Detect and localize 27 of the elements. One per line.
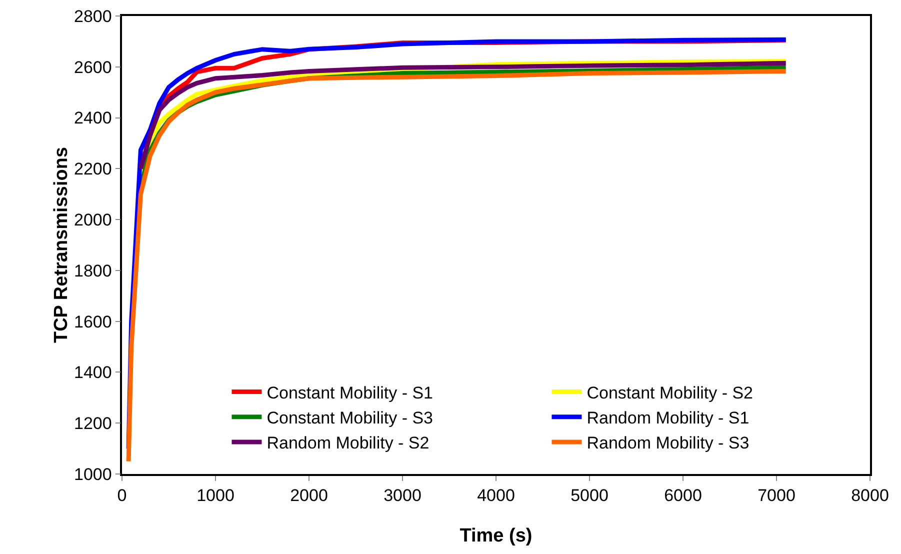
legend-label: Random Mobility - S1 [586, 408, 750, 428]
x-tick-label: 7000 [758, 486, 796, 506]
y-tick-label: 2400 [74, 108, 112, 128]
y-tick-label: 1200 [74, 414, 112, 434]
x-tick-label: 0 [117, 486, 127, 506]
legend-label: Random Mobility - S3 [586, 434, 750, 453]
x-tick-label: 2000 [290, 486, 328, 506]
x-tick-label: 1000 [196, 486, 234, 506]
legend-label: Random Mobility - S2 [266, 434, 430, 453]
legend-label: Constant Mobility - S2 [586, 383, 754, 402]
y-tick-label: 2800 [74, 6, 112, 26]
y-tick-label: 1400 [74, 363, 112, 382]
y-axis-title: TCP Retransmissions [51, 146, 72, 344]
y-tick-label: 1600 [74, 312, 112, 332]
y-tick-label: 2600 [74, 58, 112, 77]
y-tick-label: 1000 [74, 464, 112, 484]
y-tick-label: 2200 [74, 160, 112, 179]
x-tick-label: 3000 [384, 486, 422, 506]
x-axis-title: Time (s) [460, 526, 532, 546]
x-tick-label: 8000 [851, 486, 889, 506]
x-tick-label: 5000 [570, 486, 608, 506]
x-tick-label: 4000 [477, 486, 515, 506]
y-tick-label: 1800 [74, 261, 112, 280]
legend-label: Constant Mobility - S1 [266, 383, 434, 402]
legend-label: Constant Mobility - S3 [266, 408, 434, 428]
x-tick-label: 6000 [664, 486, 702, 506]
y-tick-label: 2000 [74, 210, 112, 230]
